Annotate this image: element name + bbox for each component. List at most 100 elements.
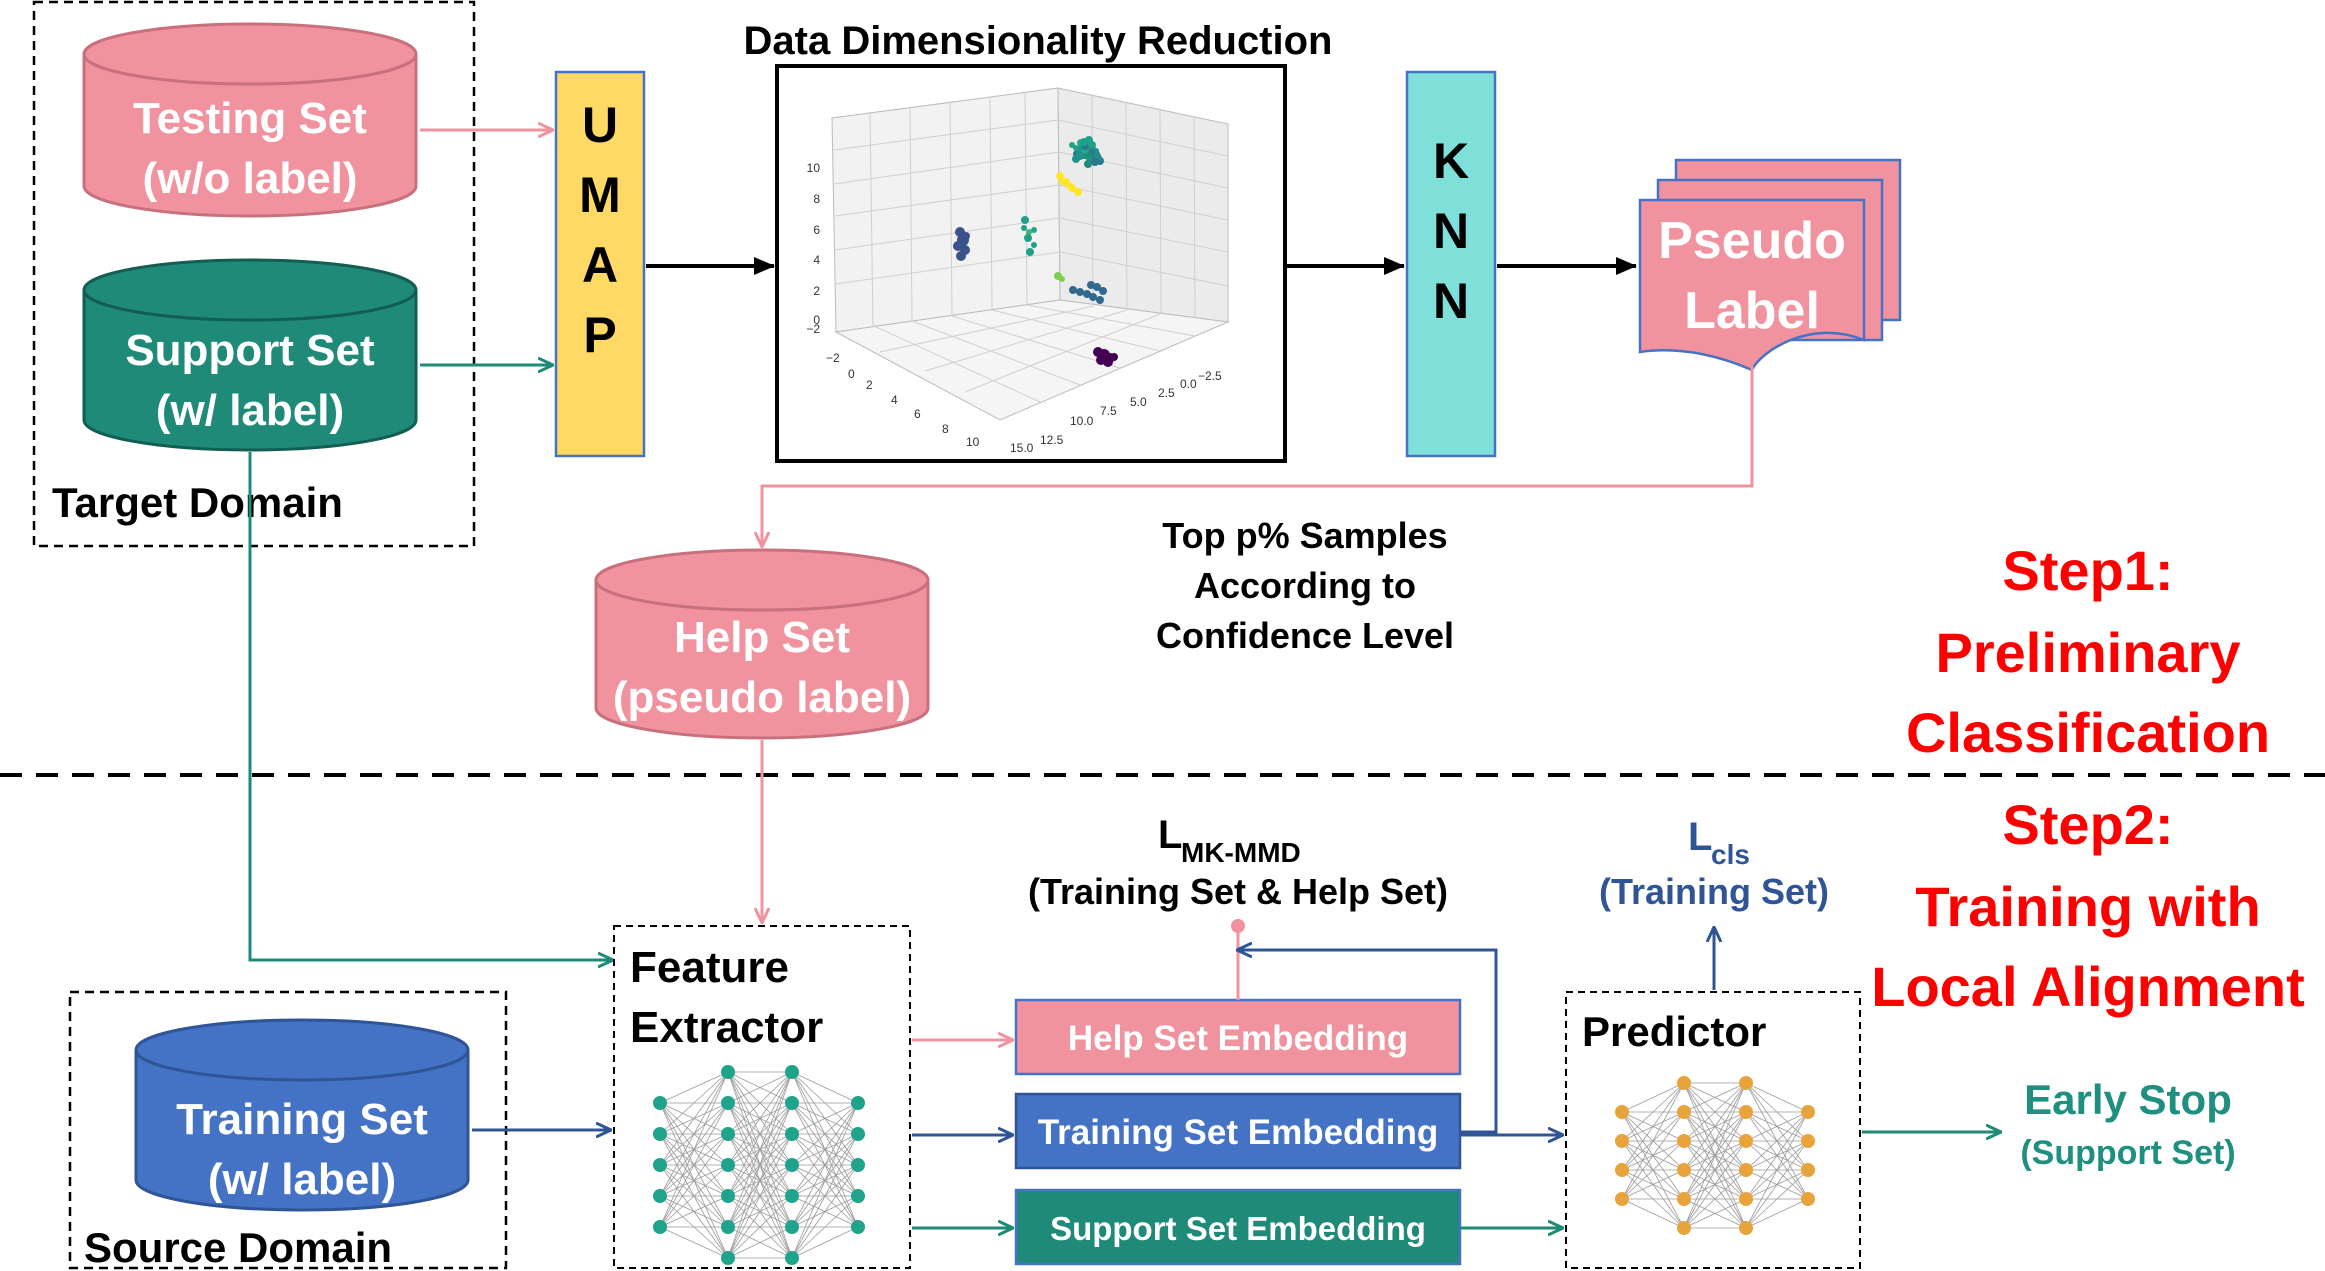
umap-letter-a: A <box>582 237 618 293</box>
help-set-line1: Help Set <box>674 613 850 662</box>
extractor-node <box>785 1220 799 1234</box>
predictor-label: Predictor <box>1582 1008 1766 1055</box>
mkmmd-dot <box>1231 919 1245 933</box>
extractor-node <box>653 1096 667 1110</box>
predictor-node <box>1677 1163 1691 1177</box>
feature-extractor-line2: Extractor <box>630 1003 823 1052</box>
training-set-embedding: Training Set Embedding <box>1014 1092 1462 1170</box>
predictor-node <box>1739 1221 1753 1235</box>
predictor-node <box>1677 1134 1691 1148</box>
extractor-node <box>721 1251 735 1265</box>
training-set-cylinder: Training Set (w/ label) <box>134 1018 470 1212</box>
top-samples-line2: According to <box>1194 565 1416 606</box>
loss-cls: L cls (Training Set) <box>1599 815 1829 912</box>
loss-cls-main: L <box>1688 815 1712 859</box>
scatter-plot-panel: 10 8 6 4 2 0 −2 −2 0 2 4 6 8 10 15.0 12.… <box>775 64 1287 463</box>
support-set-line1: Support Set <box>125 326 375 375</box>
extractor-node <box>785 1158 799 1172</box>
extractor-node <box>721 1189 735 1203</box>
step2-line3: Local Alignment <box>1871 955 2305 1018</box>
xtick-1: 0 <box>848 367 855 381</box>
ztick-4: 5.0 <box>1130 395 1147 409</box>
source-domain-label: Source Domain <box>84 1224 392 1271</box>
target-domain-label: Target Domain <box>52 479 343 526</box>
feature-extractor-line1: Feature <box>630 943 789 992</box>
ztick-7: −2.5 <box>1198 369 1222 383</box>
extractor-node <box>851 1158 865 1172</box>
extractor-node <box>851 1189 865 1203</box>
extractor-node <box>785 1251 799 1265</box>
diagram-title: Data Dimensionality Reduction <box>744 19 1333 63</box>
loss-mkmmd: L MK-MMD (Training Set & Help Set) <box>1028 813 1448 912</box>
knn-letter-n1: N <box>1433 203 1469 259</box>
xtick-5: 8 <box>942 422 949 436</box>
ztick-0: 15.0 <box>1010 441 1034 455</box>
predictor-network-icon <box>1615 1076 1815 1235</box>
top-samples-line3: Confidence Level <box>1156 615 1454 656</box>
predictor-node <box>1739 1192 1753 1206</box>
xtick-4: 6 <box>914 407 921 421</box>
extractor-node <box>785 1127 799 1141</box>
predictor-node <box>1615 1105 1629 1119</box>
predictor-node <box>1615 1163 1629 1177</box>
predictor-node <box>1801 1163 1815 1177</box>
training-set-line2: (w/ label) <box>208 1155 396 1204</box>
predictor-node <box>1677 1076 1691 1090</box>
ytick-3: 4 <box>813 253 820 267</box>
loss-cls-sub: cls <box>1711 839 1750 870</box>
training-embedding-label: Training Set Embedding <box>1038 1113 1439 1152</box>
loss-mkmmd-desc: (Training Set & Help Set) <box>1028 871 1448 912</box>
predictor-node <box>1739 1105 1753 1119</box>
knn-letter-n2: N <box>1433 273 1469 329</box>
testing-set-line2: (w/o label) <box>142 154 357 203</box>
pseudo-label-docs: Pseudo Label <box>1638 158 1902 372</box>
extractor-node <box>851 1220 865 1234</box>
extractor-node <box>721 1220 735 1234</box>
predictor-node <box>1739 1076 1753 1090</box>
help-set-cylinder: Help Set (pseudo label) <box>594 548 930 740</box>
training-set-line1: Training Set <box>176 1095 428 1144</box>
ztick-5: 2.5 <box>1158 386 1175 400</box>
support-set-line2: (w/ label) <box>156 386 344 435</box>
umap-block: U M A P <box>554 70 646 458</box>
extractor-node <box>851 1127 865 1141</box>
pseudo-label-line1: Pseudo <box>1658 212 1846 270</box>
knn-block: K N N <box>1405 70 1497 458</box>
step2-line2: Training with <box>1915 875 2260 938</box>
extractor-node <box>785 1065 799 1079</box>
xtick-0: −2 <box>826 351 840 365</box>
arrow-training-emb-to-mkmmd <box>1238 950 1498 1134</box>
knn-letter-k: K <box>1433 133 1469 189</box>
scatter-clusters <box>953 136 1118 367</box>
ytick-0: 10 <box>807 161 821 175</box>
pseudo-label-line2: Label <box>1684 282 1820 340</box>
extractor-node <box>653 1220 667 1234</box>
testing-set-line1: Testing Set <box>133 94 367 143</box>
xtick-2: 2 <box>866 378 873 392</box>
arrow-support-to-extractor <box>248 452 612 960</box>
extractor-network-icon <box>653 1065 865 1265</box>
extractor-node <box>721 1158 735 1172</box>
extractor-node <box>721 1096 735 1110</box>
loss-mkmmd-sub: MK-MMD <box>1181 837 1301 868</box>
step1-label: Step1: Preliminary Classification <box>1906 539 2270 764</box>
extractor-node <box>653 1158 667 1172</box>
support-embedding-label: Support Set Embedding <box>1050 1210 1426 1247</box>
umap-letter-m: M <box>579 167 621 223</box>
ytick-4: 2 <box>813 284 820 298</box>
feature-extractor: Feature Extractor <box>613 925 911 1269</box>
predictor-node <box>1801 1105 1815 1119</box>
predictor-node <box>1677 1221 1691 1235</box>
support-set-cylinder: Support Set (w/ label) <box>82 258 418 452</box>
top-samples-text: Top p% Samples According to Confidence L… <box>1156 515 1454 656</box>
ytick-2: 6 <box>813 223 820 237</box>
help-set-embedding: Help Set Embedding <box>1014 998 1462 1076</box>
step2-label: Step2: Training with Local Alignment <box>1871 793 2305 1018</box>
support-set-embedding: Support Set Embedding <box>1014 1188 1462 1266</box>
xtick-6: 10 <box>966 435 980 449</box>
predictor-node <box>1801 1192 1815 1206</box>
extractor-node <box>721 1127 735 1141</box>
step1-line2: Preliminary <box>1935 621 2240 684</box>
